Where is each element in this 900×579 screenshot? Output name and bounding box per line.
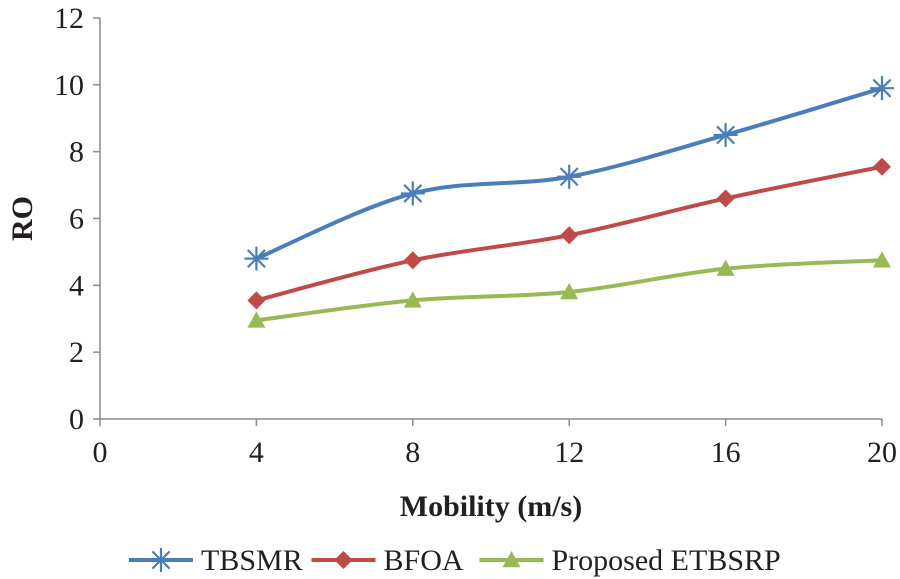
legend-marker bbox=[334, 551, 353, 569]
legend-item-bfoa: BFOA bbox=[311, 544, 464, 577]
data-point-bfoa bbox=[403, 251, 422, 270]
x-tick-label: 0 bbox=[93, 436, 108, 469]
x-axis-ticks: 0 4 8 12 16 20 bbox=[93, 419, 897, 469]
x-tick-label: 12 bbox=[554, 436, 584, 469]
legend-marker bbox=[149, 548, 173, 572]
data-point-bfoa bbox=[873, 157, 891, 176]
x-tick-label: 4 bbox=[249, 436, 264, 469]
legend-item-proposed-etbsrp: Proposed ETBSRP bbox=[479, 544, 781, 577]
legend-item-tbsmr: TBSMR bbox=[129, 544, 303, 577]
x-tick-label: 8 bbox=[405, 436, 420, 469]
y-tick-label: 6 bbox=[69, 203, 84, 236]
data-point-proposed-etbsrp bbox=[403, 291, 422, 308]
data-point-bfoa bbox=[560, 226, 579, 245]
y-tick-label: 2 bbox=[69, 336, 84, 369]
data-point-bfoa bbox=[247, 291, 266, 310]
series-proposed-etbsrp bbox=[247, 251, 891, 328]
legend-marker bbox=[502, 551, 521, 568]
data-point-tbsmr bbox=[244, 246, 269, 271]
y-tick-label: 4 bbox=[69, 269, 84, 302]
x-tick-label: 16 bbox=[711, 436, 741, 469]
y-tick-label: 12 bbox=[54, 2, 84, 35]
data-point-tbsmr bbox=[713, 122, 738, 147]
series-tbsmr bbox=[244, 76, 894, 271]
data-point-tbsmr bbox=[400, 181, 425, 206]
legend-label: TBSMR bbox=[201, 544, 303, 577]
data-point-proposed-etbsrp bbox=[247, 311, 266, 328]
y-tick-label: 0 bbox=[69, 403, 84, 436]
series-layer bbox=[244, 76, 894, 328]
data-point-proposed-etbsrp bbox=[560, 283, 579, 300]
series-bfoa bbox=[247, 157, 891, 310]
y-tick-label: 8 bbox=[69, 136, 84, 169]
legend: TBSMR BFOA Proposed ETBSRP bbox=[129, 544, 781, 577]
y-tick-label: 10 bbox=[54, 69, 84, 102]
x-axis-title: Mobility (m/s) bbox=[400, 490, 582, 523]
x-tick-label: 20 bbox=[867, 436, 897, 469]
axes: 0 4 8 12 16 20 0 2 4 6 8 10 12 bbox=[54, 2, 897, 469]
data-point-tbsmr bbox=[870, 76, 894, 101]
legend-label: Proposed ETBSRP bbox=[552, 544, 781, 577]
y-axis-title: RO bbox=[6, 196, 39, 241]
data-point-bfoa bbox=[716, 189, 735, 208]
data-point-proposed-etbsrp bbox=[716, 259, 735, 276]
data-point-tbsmr bbox=[557, 164, 582, 189]
legend-label: BFOA bbox=[384, 544, 464, 577]
data-point-proposed-etbsrp bbox=[873, 251, 891, 268]
y-axis-ticks: 0 2 4 6 8 10 12 bbox=[54, 2, 100, 436]
